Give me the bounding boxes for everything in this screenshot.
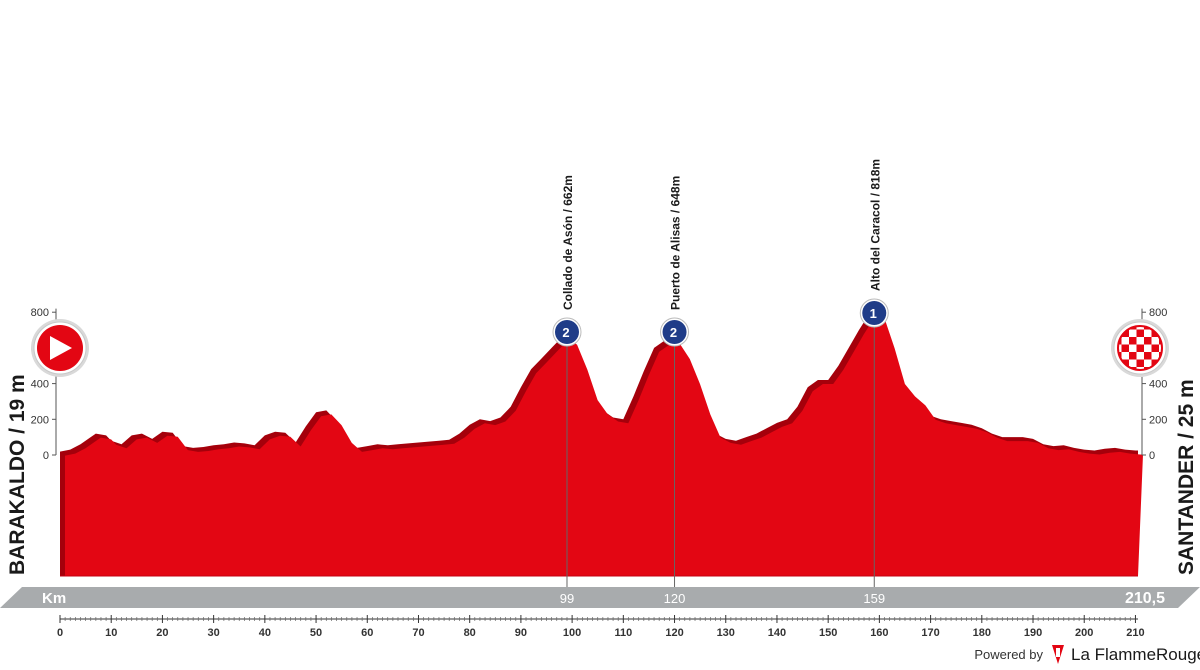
checker-square [1121, 329, 1129, 337]
climb-name: Collado de Asón / 662m [561, 175, 575, 310]
climb-markers: 2 Collado de Asón / 662m 2 Puerto de Alisas… [552, 159, 889, 587]
x-tick-label: 20 [156, 627, 168, 639]
climb-category-icon [862, 301, 887, 325]
climb-km-label: 99 [560, 591, 574, 606]
y-tick-label-right: 800 [1149, 307, 1167, 319]
x-tick-label: 210 [1126, 627, 1144, 639]
start-label: BARAKALDO / 19 m [6, 374, 29, 575]
checker-square [1129, 359, 1137, 367]
climb-km-label: 120 [664, 591, 686, 606]
x-tick-label: 50 [310, 627, 322, 639]
climb-category-label: 1 [870, 306, 877, 321]
checker-square [1151, 337, 1159, 345]
y-tick-label-right: 200 [1149, 414, 1167, 426]
x-tick-label: 30 [208, 627, 220, 639]
total-distance: 210,5 [1125, 590, 1165, 607]
checker-square [1129, 344, 1137, 352]
x-tick-label: 60 [361, 627, 373, 639]
elevation-profile [60, 309, 1143, 577]
x-tick-label: 100 [563, 627, 581, 639]
checker-square [1136, 367, 1144, 370]
checker-square [1144, 344, 1152, 352]
x-tick-label: 90 [515, 627, 527, 639]
climb-name: Alto del Caracol / 818m [868, 159, 882, 291]
checker-square [1159, 344, 1162, 352]
x-tick-label: 10 [105, 627, 117, 639]
brand-name: La FlammeRouge [1071, 645, 1200, 664]
checker-square [1144, 329, 1152, 337]
climb-category-label: 2 [670, 325, 677, 340]
x-tick-label: 160 [870, 627, 888, 639]
checker-square [1136, 359, 1144, 367]
checker-square [1118, 344, 1122, 352]
checker-square [1151, 352, 1159, 360]
y-tick-label-right: 400 [1149, 379, 1167, 391]
climb-km-labels: 99 120 159 [560, 591, 885, 606]
km-ribbon [0, 587, 1200, 608]
checker-square [1136, 352, 1144, 360]
checker-square [1144, 359, 1152, 367]
x-axis: 0 10 20 30 40 50 60 70 80 90 100 110 120 130 140 150 160… [57, 615, 1145, 639]
checker-square [1121, 352, 1129, 360]
climb-category-icon [554, 320, 579, 344]
checker-square [1144, 337, 1152, 345]
flamme-rouge-logo-icon [1052, 645, 1064, 664]
profile-area [65, 313, 1143, 576]
km-label: Km [42, 590, 66, 607]
x-tick-label: 140 [768, 627, 786, 639]
climb-category-icon [662, 320, 687, 344]
finish-icon [1111, 319, 1169, 377]
checker-square [1136, 329, 1144, 337]
y-tick-label-left: 400 [31, 379, 49, 391]
climb-name: Puerto de Alisas / 648m [669, 176, 683, 310]
x-tick-label: 120 [665, 627, 683, 639]
y-tick-label-left: 0 [43, 450, 49, 462]
powered-by-label: Powered by [974, 647, 1043, 662]
checker-square [1121, 337, 1129, 345]
x-tick-label: 130 [717, 627, 735, 639]
y-tick-label-left: 200 [31, 414, 49, 426]
x-tick-label: 40 [259, 627, 271, 639]
checker-square [1129, 352, 1137, 360]
x-tick-label: 80 [464, 627, 476, 639]
y-tick-label-left: 800 [31, 307, 49, 319]
start-icon [31, 319, 89, 377]
checker-square [1136, 337, 1144, 345]
checker-square [1129, 329, 1137, 337]
x-tick-label: 180 [973, 627, 991, 639]
x-tick-label: 70 [412, 627, 424, 639]
x-tick-label: 150 [819, 627, 837, 639]
x-tick-label: 200 [1075, 627, 1093, 639]
x-tick-label: 170 [921, 627, 939, 639]
x-tick-label: 0 [57, 627, 63, 639]
checker-square [1121, 344, 1129, 352]
climb-km-label: 159 [863, 591, 885, 606]
checker-square [1136, 344, 1144, 352]
checker-square [1136, 326, 1144, 330]
y-tick-label-right: 0 [1149, 450, 1155, 462]
checker-square [1144, 352, 1152, 360]
x-tick-label: 110 [614, 627, 632, 639]
checker-square [1129, 337, 1137, 345]
checker-square [1151, 344, 1159, 352]
x-tick-label: 190 [1024, 627, 1042, 639]
finish-label: SANTANDER / 25 m [1175, 379, 1198, 575]
climb-category-label: 2 [562, 325, 569, 340]
